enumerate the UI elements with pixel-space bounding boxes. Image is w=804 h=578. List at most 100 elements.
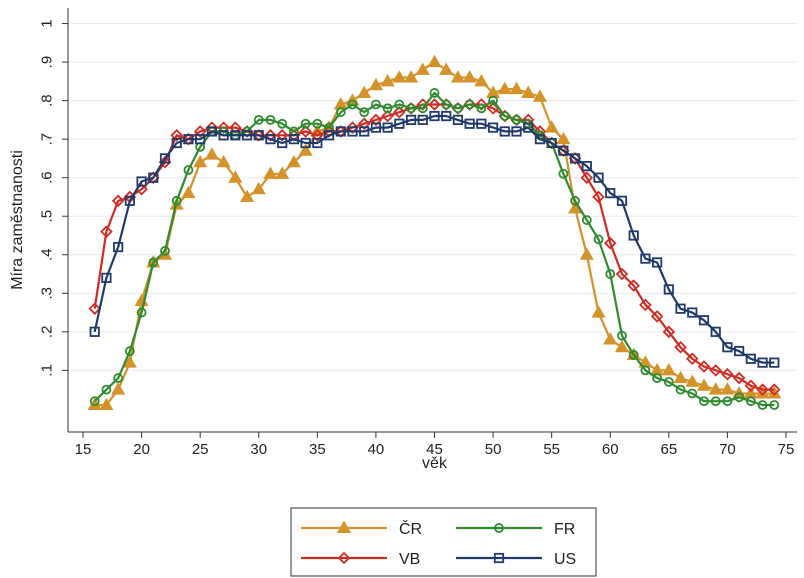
x-tick-label: 60 [602, 441, 619, 458]
data-point-fr [453, 103, 463, 114]
x-tick-label: 55 [543, 441, 560, 458]
data-point-cr [193, 154, 208, 168]
data-point-us [370, 122, 382, 133]
data-point-cr [368, 77, 383, 91]
data-point-fr [617, 330, 627, 341]
data-point-cr [122, 355, 137, 368]
data-point-cr [415, 62, 430, 75]
data-point-fr [464, 99, 475, 110]
data-point-fr [394, 99, 405, 110]
data-point-fr [124, 346, 135, 356]
data-point-fr [371, 99, 381, 110]
data-point-fr [417, 103, 428, 114]
data-point-fr [335, 107, 346, 118]
data-point-fr [652, 373, 663, 383]
data-point-cr [275, 166, 290, 179]
data-point-us [628, 230, 639, 241]
data-point-us [288, 134, 300, 145]
legend-marker-fr [494, 523, 504, 533]
data-point-us [159, 153, 171, 164]
data-point-fr [663, 377, 674, 387]
data-point-us [757, 357, 768, 368]
data-point-vb [756, 383, 769, 396]
data-point-cr [579, 247, 594, 260]
data-point-fr [769, 400, 780, 410]
legend-marker-vb [337, 551, 351, 565]
data-point-us [616, 195, 628, 206]
y-tick-label: .9 [38, 56, 55, 69]
data-point-cr [286, 154, 301, 168]
data-point-us [441, 110, 452, 122]
data-point-vb [697, 360, 711, 373]
data-point-vb [111, 194, 125, 208]
data-point-fr [628, 350, 639, 360]
data-point-vb [475, 98, 488, 111]
data-point-vb [217, 121, 230, 134]
data-point-fr [745, 396, 756, 407]
data-point-cr [474, 74, 489, 87]
data-point-vb [369, 113, 383, 127]
x-tick-label: 30 [250, 441, 267, 458]
legend-item-cr: ČR [301, 519, 422, 538]
data-point-vb [193, 125, 207, 138]
data-point-cr [392, 70, 407, 83]
data-point-us [323, 130, 335, 141]
legend-label-vb: VB [399, 551, 420, 568]
axes: .1 .2 .3 .4 .5 .6 .7 .8 .9 1 15 20 25 30 35 40 45 50 55 60 6… [38, 8, 797, 458]
data-point-us [429, 110, 440, 122]
data-point-us [769, 357, 780, 368]
data-point-us [405, 114, 417, 125]
data-point-cr [439, 62, 454, 75]
data-point-us [312, 137, 323, 149]
data-point-us [511, 126, 522, 137]
data-point-us [722, 342, 733, 353]
data-point-vb [709, 364, 722, 377]
data-point-us [593, 172, 604, 183]
data-point-cr [181, 185, 196, 199]
data-point-cr [450, 70, 465, 83]
x-tick-label: 20 [133, 441, 150, 458]
series-group [87, 54, 782, 411]
data-point-us [640, 253, 651, 264]
data-point-us [277, 137, 288, 149]
data-point-us [675, 303, 686, 314]
data-point-vb [592, 190, 605, 204]
data-point-fr [511, 114, 522, 125]
data-point-us [476, 118, 487, 129]
x-tick-label: 35 [309, 441, 326, 458]
data-point-fr [687, 388, 698, 399]
legend-marker-cr [336, 520, 352, 534]
data-point-us [663, 284, 674, 295]
data-point-us [300, 137, 311, 149]
data-point-cr [380, 74, 395, 87]
data-point-fr [488, 95, 498, 106]
data-point-vb [357, 117, 371, 131]
data-point-us [698, 315, 710, 326]
data-point-vb [615, 267, 629, 281]
data-point-us [241, 130, 253, 141]
data-point-us [534, 134, 546, 145]
legend-box [290, 507, 597, 577]
data-point-us [382, 122, 393, 133]
data-point-vb [768, 383, 781, 396]
data-point-cr [661, 363, 676, 376]
data-point-cr [462, 70, 477, 83]
data-point-us [546, 137, 557, 149]
data-point-vb [627, 279, 640, 292]
data-point-fr [429, 88, 440, 98]
data-point-vb [381, 109, 394, 123]
y-tick-label: .8 [38, 94, 55, 107]
x-tick-label: 75 [778, 441, 795, 458]
y-tick-label: .6 [38, 171, 55, 184]
x-axis-title: věk [422, 455, 448, 472]
x-tick-label: 50 [485, 441, 502, 458]
data-point-cr [568, 201, 583, 214]
data-point-us [89, 326, 100, 337]
data-point-us [347, 126, 358, 137]
data-point-us [687, 307, 698, 318]
data-point-cr [99, 397, 114, 411]
data-point-cr [427, 54, 442, 68]
legend-item-us: US [456, 551, 576, 568]
data-point-fr [312, 118, 323, 129]
